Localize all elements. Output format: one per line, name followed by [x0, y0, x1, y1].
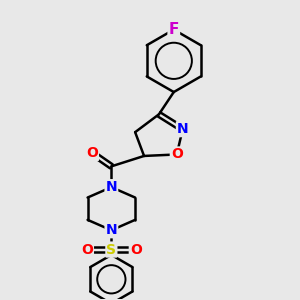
- Text: O: O: [81, 243, 93, 256]
- Text: S: S: [106, 243, 116, 256]
- Text: O: O: [130, 243, 142, 256]
- Text: N: N: [177, 122, 188, 136]
- Text: N: N: [106, 223, 117, 237]
- Text: O: O: [86, 146, 98, 160]
- Text: F: F: [169, 22, 179, 37]
- Text: N: N: [106, 180, 117, 194]
- Text: O: O: [171, 148, 183, 161]
